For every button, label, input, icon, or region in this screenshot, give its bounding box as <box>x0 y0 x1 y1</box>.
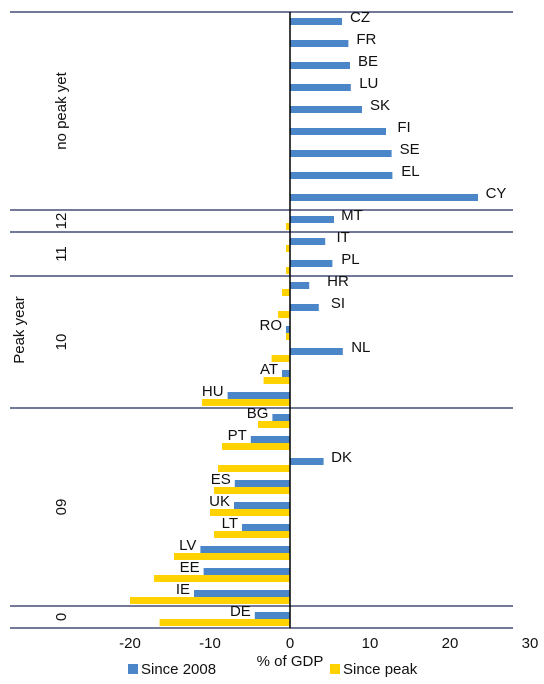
category-label: EE <box>180 559 200 576</box>
category-label: LV <box>179 537 196 554</box>
bar <box>254 612 290 619</box>
x-tick-label: 20 <box>442 635 459 652</box>
category-label: SI <box>331 295 345 312</box>
category-label: CZ <box>350 9 370 26</box>
y-axis-title: Peak year <box>11 296 28 364</box>
category-label: NL <box>351 339 370 356</box>
category-label: HR <box>327 273 349 290</box>
legend-label: Since peak <box>343 661 418 678</box>
category-label: DK <box>331 449 352 466</box>
bar <box>214 487 290 494</box>
bar <box>272 414 290 421</box>
category-label: UK <box>209 493 230 510</box>
bar <box>258 421 290 428</box>
group-label: 12 <box>53 213 70 230</box>
group-label: 10 <box>53 334 70 351</box>
bar <box>154 575 290 582</box>
x-tick-label: 30 <box>522 635 539 652</box>
bar <box>200 546 290 553</box>
category-label: SK <box>370 97 390 114</box>
bar <box>222 443 290 450</box>
category-label: LU <box>359 75 378 92</box>
bar <box>290 194 478 201</box>
category-label: BE <box>358 53 378 70</box>
bar <box>227 392 290 399</box>
group-label: 0 <box>53 613 70 621</box>
category-label: FI <box>397 119 410 136</box>
category-label: MT <box>341 207 363 224</box>
bar <box>210 509 290 516</box>
legend-swatch <box>330 664 340 674</box>
x-tick-label: 0 <box>286 635 294 652</box>
category-label: PT <box>228 427 247 444</box>
category-label: IE <box>176 581 190 598</box>
category-label: DE <box>230 603 251 620</box>
bar <box>282 289 290 296</box>
category-label: IT <box>337 229 350 246</box>
bar <box>290 62 350 69</box>
x-tick-label: 10 <box>362 635 379 652</box>
bar <box>278 311 290 318</box>
category-label: CY <box>486 185 507 202</box>
bar <box>194 590 290 597</box>
bar <box>290 216 334 223</box>
group-label: 11 <box>53 246 70 262</box>
category-label: FR <box>356 31 376 48</box>
bar <box>271 355 290 362</box>
bar <box>290 40 349 47</box>
category-label: SE <box>400 141 420 158</box>
bar <box>202 399 290 406</box>
bar <box>282 370 290 377</box>
bar <box>290 348 343 355</box>
bar <box>290 18 342 25</box>
bar <box>290 458 324 465</box>
category-label: RO <box>260 317 283 334</box>
group-label: no peak yet <box>53 71 70 149</box>
category-label: AT <box>260 361 278 378</box>
legend-label: Since 2008 <box>141 661 216 678</box>
bar <box>290 150 392 157</box>
category-label: HU <box>202 383 224 400</box>
bar <box>286 245 290 252</box>
bar <box>290 172 393 179</box>
bar <box>250 436 290 443</box>
bar <box>290 106 362 113</box>
bar <box>234 480 290 487</box>
bar <box>263 377 290 384</box>
bar <box>290 238 326 245</box>
x-tick-label: -20 <box>119 635 141 652</box>
bar <box>290 282 310 289</box>
bar <box>286 223 290 230</box>
category-label: BG <box>247 405 269 422</box>
bar <box>174 553 290 560</box>
category-label: PL <box>341 251 359 268</box>
bar <box>130 597 290 604</box>
bar <box>218 465 290 472</box>
bar <box>242 524 290 531</box>
x-tick-label: -10 <box>199 635 221 652</box>
bar <box>203 568 290 575</box>
bar <box>290 304 319 311</box>
bar <box>290 260 333 267</box>
bar <box>234 502 290 509</box>
bar <box>159 619 290 626</box>
group-label: 09 <box>53 499 70 516</box>
bar <box>290 84 351 91</box>
category-label: LT <box>222 515 238 532</box>
bar <box>286 267 290 274</box>
legend-swatch <box>128 664 138 674</box>
bar <box>286 333 290 340</box>
bar <box>286 326 290 333</box>
bar <box>290 128 386 135</box>
bar <box>214 531 290 538</box>
category-label: EL <box>401 163 419 180</box>
x-axis-title: % of GDP <box>257 653 324 670</box>
category-label: ES <box>211 471 231 488</box>
